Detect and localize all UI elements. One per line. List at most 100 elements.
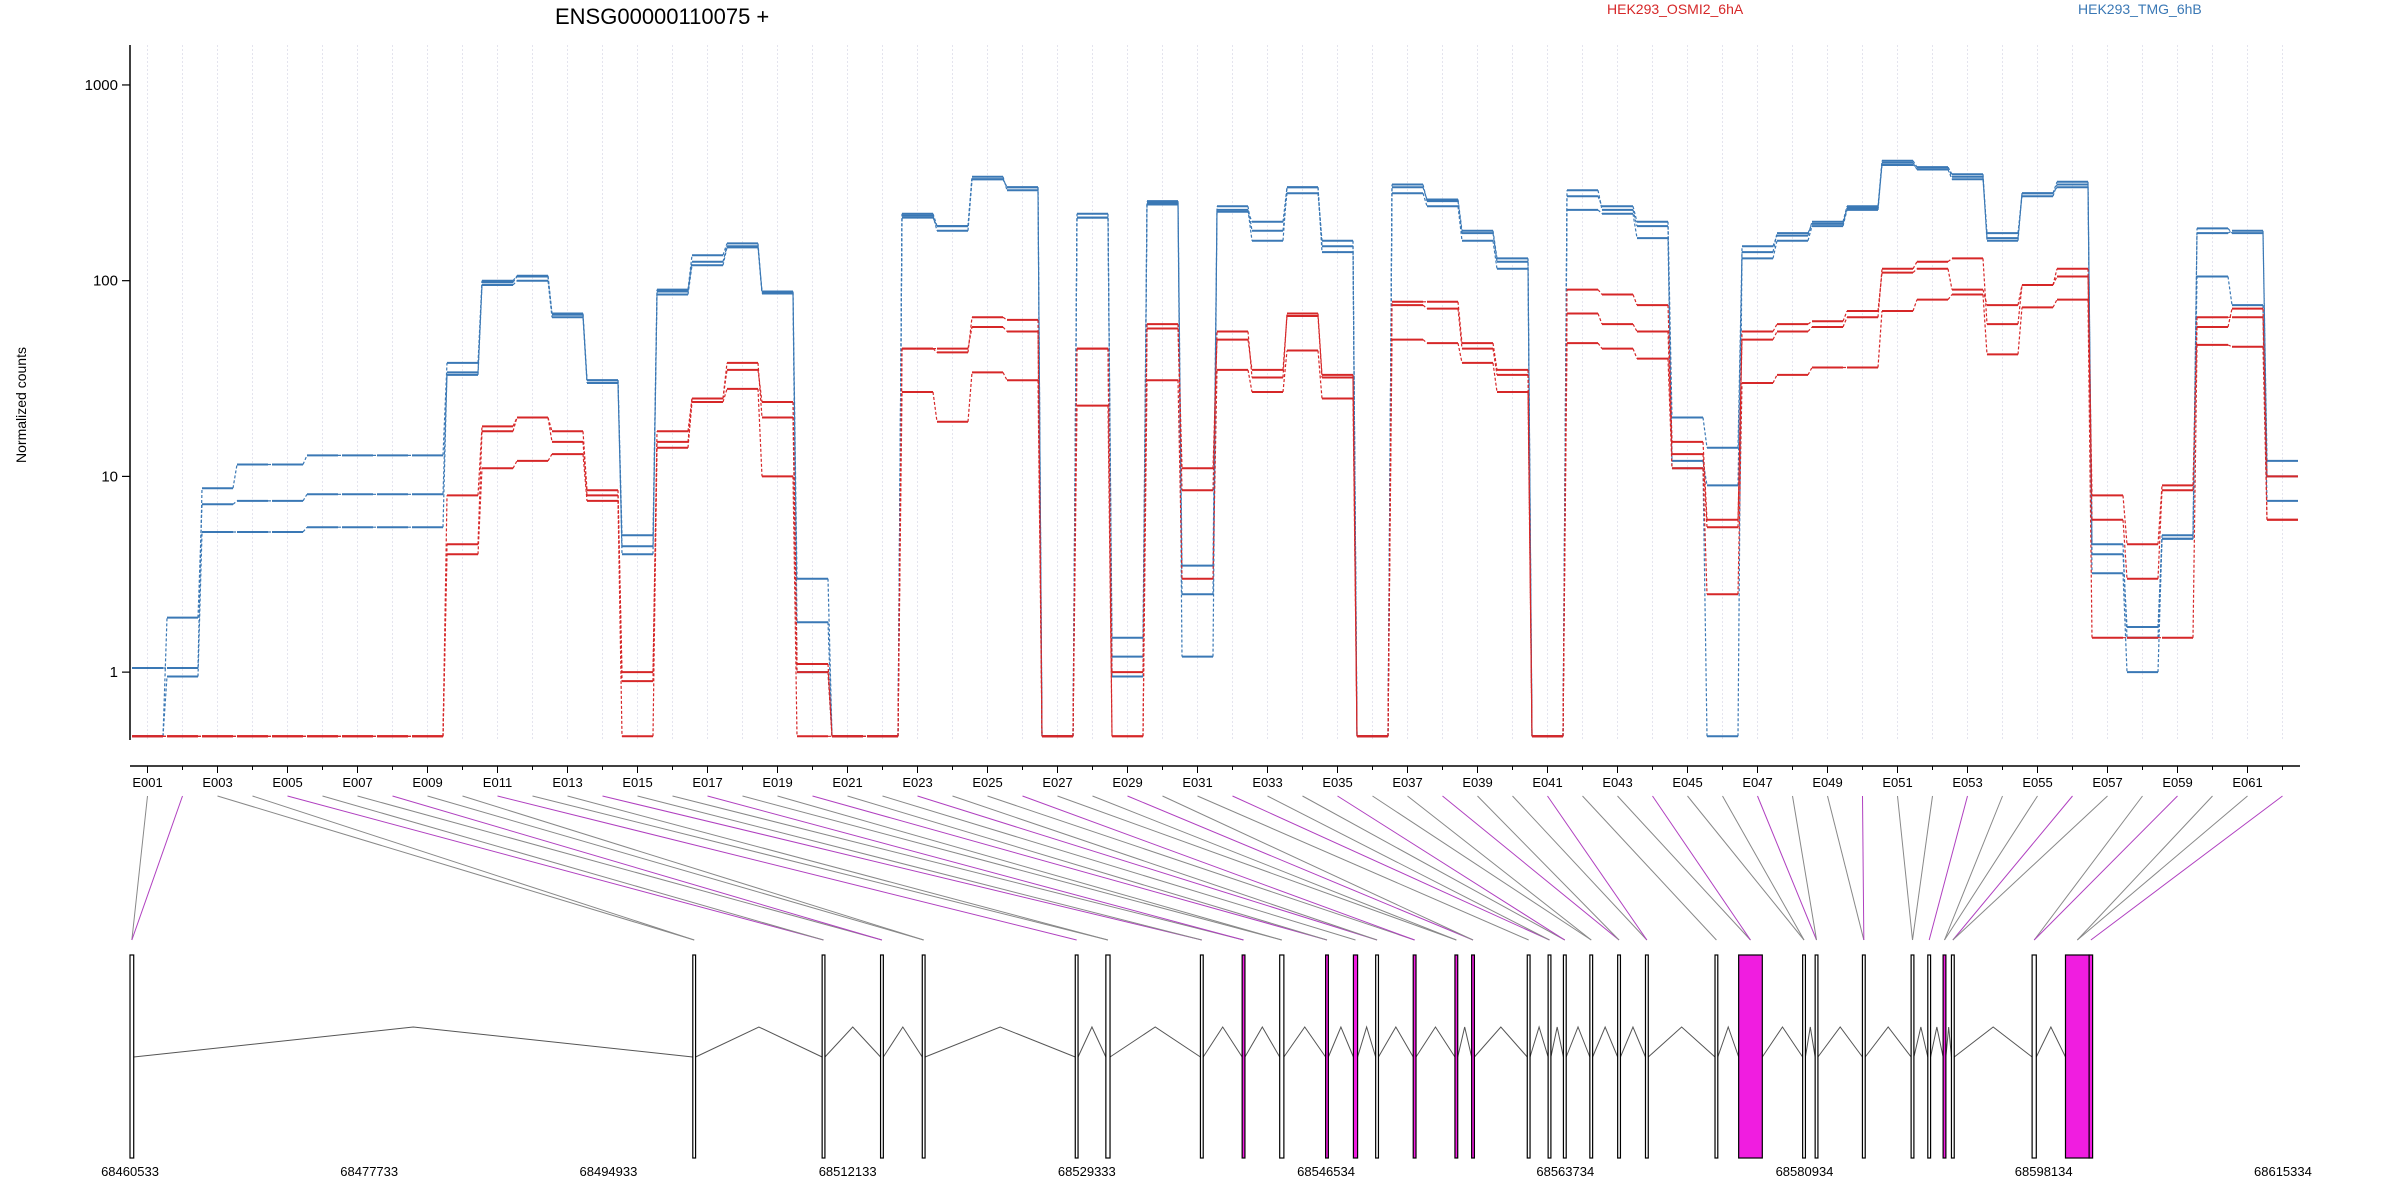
- exon-box: [1241, 954, 1246, 1159]
- exon-tick-label: E017: [692, 775, 722, 790]
- intron-line: [2035, 1025, 2066, 1058]
- intron-line: [695, 1026, 823, 1058]
- exon-box: [1950, 954, 1955, 1159]
- intron-line: [1804, 1026, 1816, 1058]
- exon-connectors: [131, 795, 2283, 941]
- exon-box: [2031, 954, 2037, 1159]
- exon-connector: [1687, 795, 1805, 941]
- intron-line: [1283, 1026, 1327, 1058]
- exon-connector: [1944, 795, 2038, 941]
- intron-line: [924, 1026, 1076, 1058]
- exon-connector: [2033, 795, 2178, 941]
- exon-connector: [1232, 795, 1550, 941]
- exon-connector: [532, 795, 1109, 941]
- intron-line: [1565, 1025, 1591, 1058]
- exon-box: [1942, 954, 1947, 1159]
- exon-connector: [1022, 795, 1415, 941]
- exon-connector: [1952, 795, 2073, 941]
- exon-connector: [812, 795, 1328, 941]
- exon-connector: [217, 795, 695, 941]
- exon-connector: [1912, 795, 1933, 941]
- intron-line: [1647, 1026, 1716, 1058]
- intron-line: [1953, 1026, 2033, 1058]
- legend-tmg: HEK293_TMG_6hB: [2078, 1, 2202, 17]
- exon-connector: [1127, 795, 1474, 941]
- exon-connector: [1827, 795, 1865, 941]
- intron-line: [1109, 1026, 1201, 1058]
- legend-osmi2: HEK293_OSMI2_6hA: [1607, 1, 1744, 17]
- exon-tick-label: E021: [832, 775, 862, 790]
- exon-box: [1617, 954, 1622, 1159]
- exon-box: [1279, 954, 1285, 1159]
- exon-connector: [252, 795, 695, 941]
- exon-connector: [1862, 795, 1865, 941]
- chart-title: ENSG00000110075 +: [555, 4, 769, 29]
- exon-tick-label: E029: [1112, 775, 1142, 790]
- y-tick-label: 10: [101, 468, 118, 485]
- coordinate-label: 68477733: [340, 1164, 398, 1179]
- intron-line: [1457, 1026, 1473, 1058]
- intron-line: [824, 1026, 881, 1058]
- coordinate-label: 68546534: [1297, 1164, 1355, 1179]
- intron-line: [1619, 1025, 1646, 1058]
- exon-box: [1412, 954, 1417, 1159]
- exon-connector: [1092, 795, 1457, 941]
- exon-tick-label: E003: [202, 775, 232, 790]
- exon-box: [1814, 954, 1819, 1159]
- intron-line: [1913, 1026, 1929, 1058]
- exon-box: [129, 954, 135, 1159]
- intron-line: [1474, 1026, 1528, 1058]
- exon-connector: [2090, 795, 2283, 941]
- exon-box: [1325, 954, 1329, 1159]
- exon-connector: [672, 795, 1244, 941]
- exon-tick-label: E027: [1042, 775, 1072, 790]
- exon-box: [1562, 954, 1567, 1159]
- exon-connector: [987, 795, 1415, 941]
- exon-connector: [1897, 795, 1914, 941]
- exon-tick-label: E015: [622, 775, 652, 790]
- exon-connector: [2033, 795, 2143, 941]
- y-axis-label: Normalized counts: [13, 347, 29, 463]
- exon-connector: [917, 795, 1378, 941]
- intron-line: [1550, 1026, 1564, 1058]
- exon-box: [1454, 954, 1459, 1159]
- intron-line: [1415, 1026, 1456, 1058]
- intron-line: [1529, 1025, 1549, 1058]
- exon-connector: [131, 795, 183, 941]
- exon-connector: [131, 795, 148, 941]
- intron-line: [1864, 1026, 1912, 1058]
- exon-tick-label: E001: [132, 775, 162, 790]
- intron-line: [1930, 1026, 1944, 1058]
- exon-tick-label: E057: [2092, 775, 2122, 790]
- exon-connector: [1407, 795, 1592, 941]
- exon-connector: [1952, 795, 2108, 941]
- exon-connector: [2076, 795, 2248, 941]
- coordinate-label: 68529333: [1058, 1164, 1116, 1179]
- exon-connector: [1722, 795, 1805, 941]
- exon-connector: [847, 795, 1328, 941]
- coordinate-label: 68615334: [2254, 1164, 2312, 1179]
- exon-connector: [567, 795, 1109, 941]
- exon-box: [921, 954, 926, 1159]
- exon-tick-label: E025: [972, 775, 1002, 790]
- exon-box: [1644, 954, 1649, 1159]
- exon-tick-label: E041: [1532, 775, 1562, 790]
- exon-box: [1352, 954, 1359, 1159]
- exon-box: [1589, 954, 1594, 1159]
- series-lines: [132, 159, 2298, 738]
- intron-line: [1592, 1025, 1619, 1058]
- exon-tick-label: E023: [902, 775, 932, 790]
- intron-line: [1077, 1025, 1107, 1058]
- gene-model: [129, 954, 2094, 1159]
- exon-box: [1738, 954, 1763, 1159]
- coordinate-label: 68598134: [2015, 1164, 2073, 1179]
- exon-connector: [462, 795, 924, 941]
- exon-connector: [1792, 795, 1818, 941]
- exon-box: [879, 954, 884, 1159]
- intron-line: [1817, 1026, 1863, 1058]
- coordinate-label: 68512133: [819, 1164, 877, 1179]
- intron-line: [1357, 1025, 1377, 1058]
- exon-tick-label: E047: [1742, 775, 1772, 790]
- exon-tick-label: E061: [2232, 775, 2262, 790]
